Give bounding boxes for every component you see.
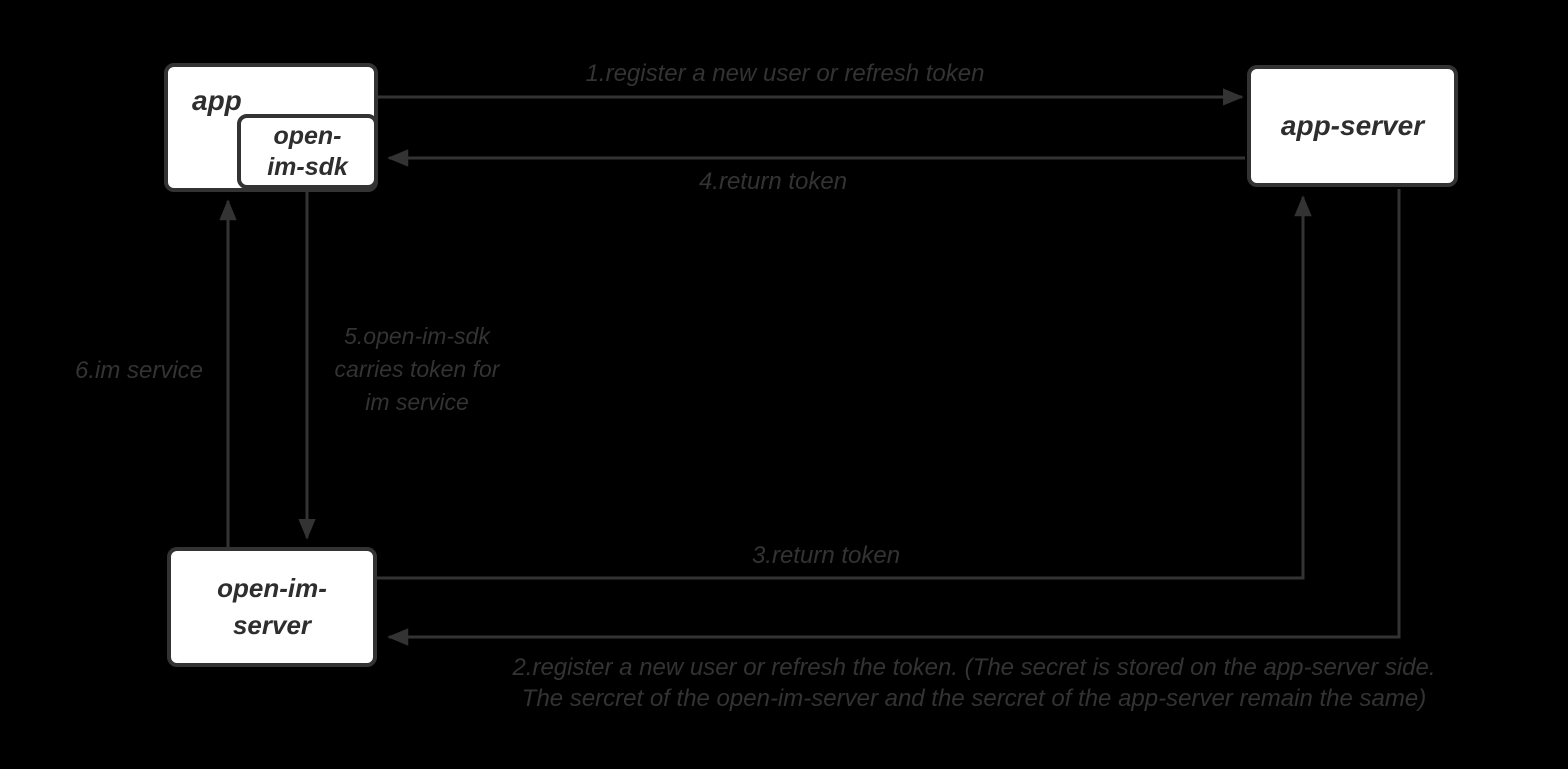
- node-app-server-label: app-server: [1280, 110, 1425, 141]
- edge-3-label: 3.return token: [751, 542, 901, 569]
- edge-3-return-token-arrow: [377, 195, 1312, 580]
- edge-2-register-arrow: [387, 189, 1401, 646]
- edge-4-label: 4.return token: [698, 168, 848, 195]
- node-open-im-server: open-im- server: [167, 547, 377, 667]
- edge-2-label: 2.register a new user or refresh the tok…: [512, 654, 1436, 712]
- edge-5-label: 5.open-im-sdk carries token for im servi…: [334, 323, 500, 415]
- node-open-im-server-label: open-im- server: [217, 573, 327, 640]
- node-open-im-sdk-label: open- im-sdk: [267, 121, 348, 181]
- node-app-label: app: [192, 85, 242, 116]
- node-app-server: app-server: [1247, 65, 1458, 187]
- edge-6-label: 6.im service: [74, 357, 204, 384]
- edge-1-label: 1.register a new user or refresh token: [585, 60, 985, 87]
- node-open-im-sdk: open- im-sdk: [237, 114, 378, 189]
